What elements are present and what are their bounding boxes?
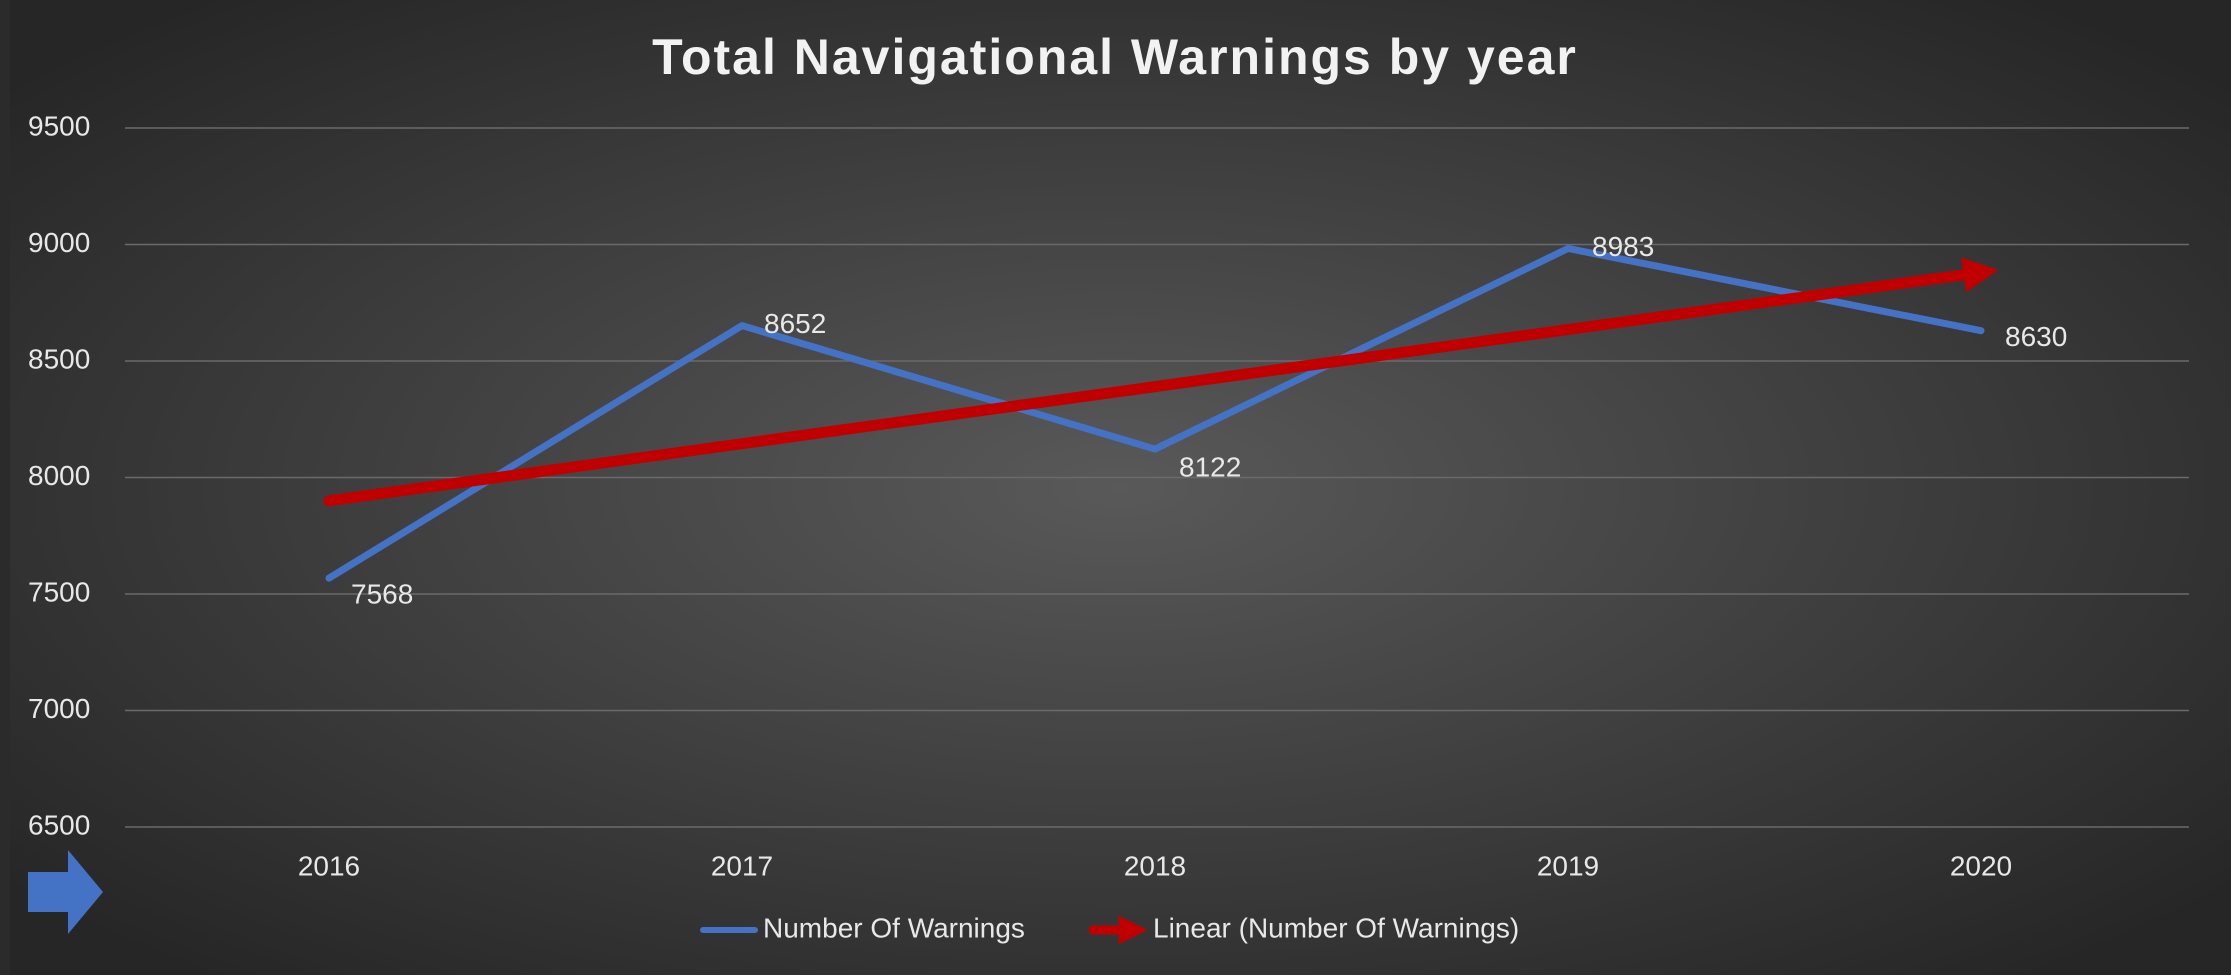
data-label: 7568 bbox=[351, 579, 413, 610]
y-tick-label: 8500 bbox=[28, 343, 90, 374]
background bbox=[10, 0, 2231, 975]
data-label: 8983 bbox=[1592, 231, 1654, 262]
y-tick-label: 7000 bbox=[28, 693, 90, 724]
x-tick-label: 2017 bbox=[711, 850, 773, 881]
y-tick-label: 6500 bbox=[28, 809, 90, 840]
data-label: 8630 bbox=[2005, 321, 2067, 352]
x-tick-label: 2016 bbox=[298, 850, 360, 881]
legend-label: Number Of Warnings bbox=[763, 912, 1025, 943]
x-tick-label: 2019 bbox=[1537, 850, 1599, 881]
x-tick-label: 2020 bbox=[1950, 850, 2012, 881]
trendline bbox=[323, 257, 1999, 507]
arrow-icon bbox=[28, 850, 103, 934]
y-tick-label: 7500 bbox=[28, 576, 90, 607]
data-label: 8652 bbox=[764, 308, 826, 339]
series-line bbox=[325, 244, 1985, 582]
y-tick-label: 9000 bbox=[28, 227, 90, 258]
y-tick-label: 8000 bbox=[28, 460, 90, 491]
x-tick-label: 2018 bbox=[1124, 850, 1186, 881]
y-tick-label: 9500 bbox=[28, 110, 90, 141]
legend-label: Linear (Number Of Warnings) bbox=[1153, 912, 1519, 943]
data-label: 8122 bbox=[1179, 451, 1241, 482]
chart-title: Total Navigational Warnings by year bbox=[652, 29, 1578, 85]
